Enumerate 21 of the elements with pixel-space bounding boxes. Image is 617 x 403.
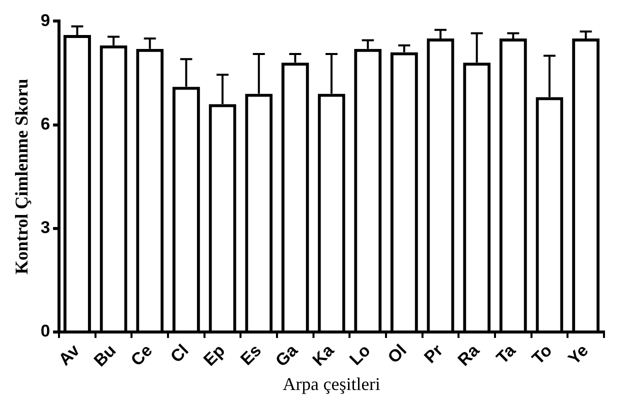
y-tick-label: 9 — [40, 10, 50, 30]
y-tick-label: 6 — [40, 114, 50, 134]
x-tick-label: Cl — [166, 340, 192, 366]
y-tick-label: 0 — [40, 322, 50, 341]
x-tick-label: Ye — [564, 340, 592, 368]
x-tick-label: Ta — [492, 340, 520, 368]
x-tick-label: Ga — [272, 340, 302, 370]
x-tick-label: Ra — [454, 340, 484, 370]
x-tick-label: Bu — [90, 340, 120, 370]
x-tick-label: Pr — [420, 340, 447, 367]
y-tick-label: 3 — [40, 218, 50, 238]
x-tick-label: Ep — [200, 340, 229, 370]
x-axis-title: Arpa çeşitleri — [282, 374, 380, 394]
y-axis-title: Kontrol Çimlenme Skoru — [11, 78, 32, 274]
x-tick-label: Ce — [127, 340, 156, 370]
x-tick-label: Ol — [384, 340, 410, 367]
x-tick-label: Es — [236, 340, 266, 369]
x-tick-label: Av — [55, 340, 84, 370]
x-tick-label: To — [528, 340, 556, 368]
x-tick-label: Lo — [346, 340, 374, 369]
x-tick-label: Ka — [308, 340, 338, 370]
